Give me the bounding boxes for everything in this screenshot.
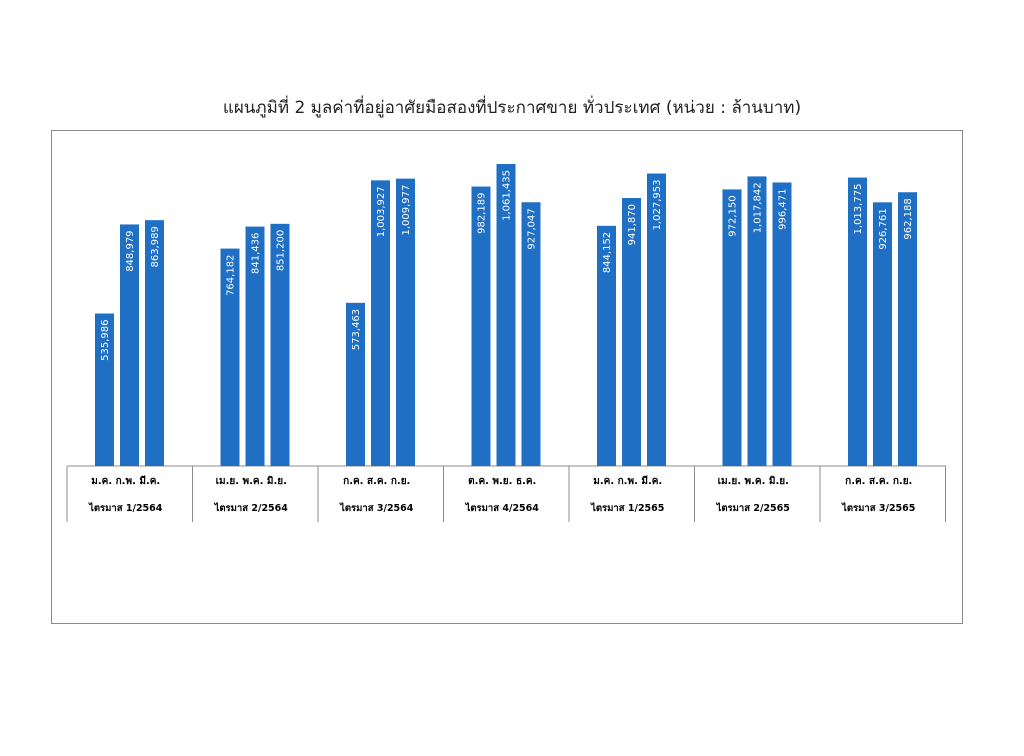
- bar: [622, 198, 641, 467]
- quarter-label: ไตรมาส 3/2565: [841, 502, 915, 514]
- data-label: 982,189: [477, 193, 488, 234]
- data-label: 1,061,435: [502, 170, 513, 221]
- data-label: 972,150: [728, 195, 739, 236]
- bar: [496, 164, 516, 466]
- chart-frame: [51, 130, 963, 624]
- data-label: 1,009,977: [401, 185, 412, 236]
- data-label: 1,003,927: [376, 186, 387, 237]
- bar: [772, 182, 792, 466]
- data-label: 851,200: [276, 230, 287, 271]
- quarter-label: ไตรมาส 3/2564: [339, 502, 414, 514]
- data-label: 1,017,842: [753, 182, 764, 233]
- data-label: 848,979: [125, 230, 136, 271]
- bar: [747, 176, 767, 466]
- bar: [471, 186, 491, 466]
- bar: [120, 224, 139, 466]
- data-label: 1,027,953: [652, 180, 663, 231]
- chart-title: แผนภูมิที่ 2 มูลค่าที่อยู่อาศัยมือสองที่…: [222, 98, 802, 118]
- data-label: 863,989: [150, 226, 161, 267]
- month-tick-label: ต.ค. พ.ย. ธ.ค.: [468, 476, 536, 487]
- month-tick-label: เม.ย. พ.ค. มิ.ย.: [216, 475, 287, 487]
- month-tick-label: เม.ย. พ.ค. มิ.ย.: [718, 475, 789, 487]
- data-label: 764,182: [226, 255, 237, 296]
- bar: [346, 302, 365, 466]
- month-tick-label: ม.ค. ก.พ. มี.ค.: [593, 475, 662, 487]
- data-label: 844,152: [602, 232, 613, 273]
- quarter-label: ไตรมาส 2/2565: [716, 502, 790, 514]
- bar: [722, 189, 742, 466]
- bar: [521, 202, 541, 466]
- bar: [145, 220, 164, 466]
- data-label: 941,870: [627, 204, 638, 245]
- bar: [898, 192, 917, 467]
- data-label: 927,047: [527, 208, 538, 249]
- data-label: 1,013,775: [853, 184, 864, 235]
- bar: [396, 178, 415, 466]
- data-label: 573,463: [351, 309, 362, 350]
- bar: [371, 180, 390, 467]
- month-tick-label: ก.ค. ส.ค. ก.ย.: [343, 476, 410, 487]
- bar: [647, 173, 666, 467]
- data-label: 926,761: [878, 208, 889, 249]
- bar: [270, 223, 290, 466]
- data-label: 841,436: [251, 233, 262, 274]
- data-label: 962,188: [903, 198, 914, 239]
- bar: [95, 313, 114, 466]
- bar: [597, 225, 616, 466]
- data-label: 996,471: [778, 188, 789, 229]
- quarter-label: ไตรมาส 1/2565: [590, 502, 664, 514]
- data-label: 535,986: [100, 320, 111, 361]
- bar: [245, 226, 265, 466]
- bar: [220, 248, 240, 466]
- quarter-label: ไตรมาส 4/2564: [465, 502, 540, 514]
- quarter-label: ไตรมาส 2/2564: [214, 502, 289, 514]
- bar: [848, 177, 867, 466]
- quarter-label: ไตรมาส 1/2564: [88, 502, 163, 514]
- bar: [873, 202, 892, 466]
- month-tick-label: ก.ค. ส.ค. ก.ย.: [845, 476, 912, 487]
- month-tick-label: ม.ค. ก.พ. มี.ค.: [91, 475, 160, 487]
